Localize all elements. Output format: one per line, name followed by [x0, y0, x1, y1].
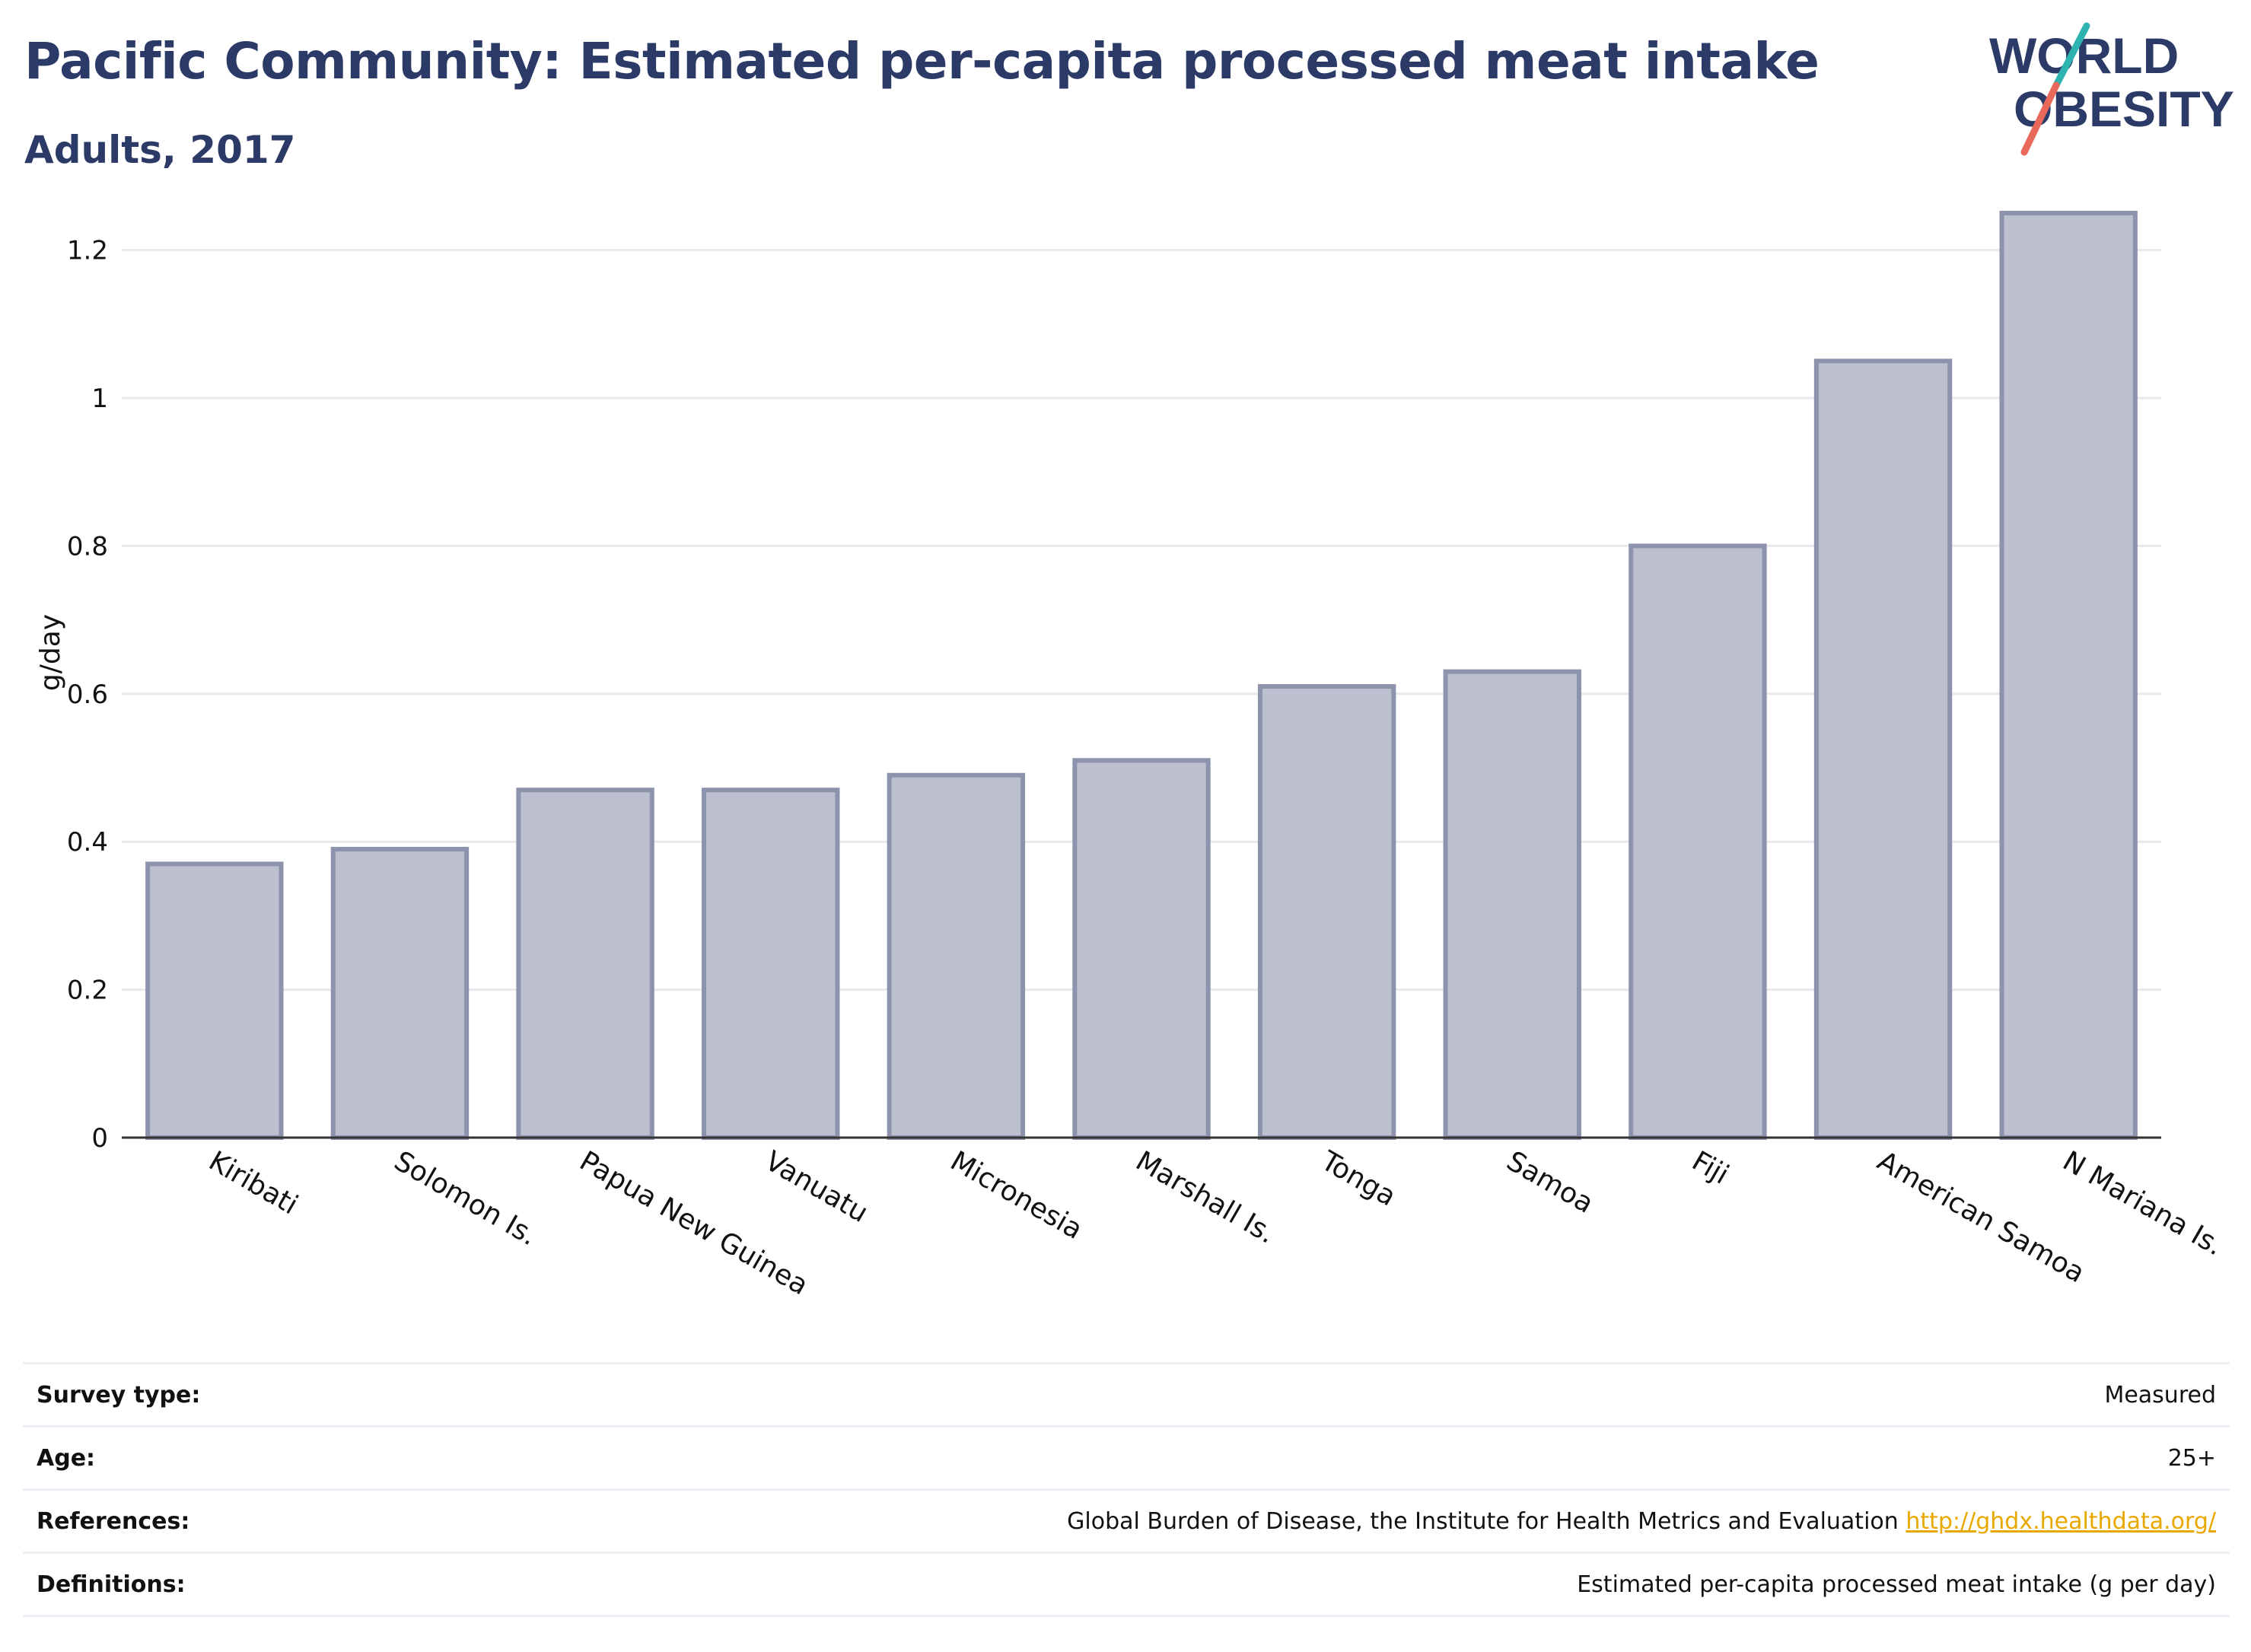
x-tick-label: Micronesia: [945, 1145, 1087, 1246]
details-row: Definitions: Estimated per-capita process…: [23, 1552, 2230, 1617]
reference-link[interactable]: http://ghdx.healthdata.org/: [1906, 1507, 2216, 1535]
details-row: Survey type: Measured: [23, 1362, 2230, 1427]
details-label: Survey type:: [23, 1362, 332, 1427]
bar: [516, 788, 654, 1140]
y-tick-label: 1.2: [67, 236, 108, 266]
details-label: Age:: [23, 1425, 332, 1490]
bar: [1999, 211, 2138, 1140]
details-row: References: Global Burden of Disease, the…: [23, 1488, 2230, 1553]
y-tick-label: 0.4: [67, 827, 108, 858]
details-value-text: Estimated per-capita processed meat inta…: [1577, 1571, 2216, 1598]
x-tick-label: Kiribati: [203, 1145, 303, 1221]
details-value-text: 25+: [2167, 1444, 2216, 1472]
x-tick-label: N Mariana Is.: [2058, 1145, 2228, 1262]
logo-slash-top: [2052, 22, 2090, 89]
bar: [1629, 543, 1767, 1140]
details-value: Measured: [331, 1362, 2230, 1427]
logo-slash-bottom: [2020, 81, 2060, 156]
details-value-text: Global Burden of Disease, the Institute …: [1067, 1507, 1906, 1535]
bar: [1813, 358, 1953, 1140]
y-tick-label: 0: [91, 1123, 108, 1154]
chart-title: Pacific Community: Estimated per-capita …: [24, 32, 1820, 91]
y-axis-label: g/day: [35, 614, 66, 691]
world-obesity-logo: WORLD OBESITY: [1986, 21, 2237, 158]
x-tick-label: Tonga: [1315, 1145, 1401, 1213]
details-value-text: Measured: [2104, 1381, 2216, 1408]
x-axis-ticks: Kiribati Solomon Is. Papua New GuineaVanua…: [203, 1145, 2228, 1302]
bar: [887, 772, 1026, 1140]
bars: [145, 211, 2138, 1141]
bar: [1257, 684, 1396, 1140]
y-tick-label: 0.2: [67, 976, 108, 1006]
details-label: References:: [23, 1488, 332, 1553]
y-tick-label: 0.6: [67, 680, 108, 710]
bar: [702, 788, 840, 1140]
x-tick-label: Samoa: [1501, 1145, 1599, 1220]
x-tick-label: Fiji: [1686, 1145, 1734, 1191]
bar: [145, 861, 284, 1140]
x-tick-label: Marshall Is.: [1131, 1145, 1281, 1249]
details-table: Survey type: Measured Age: 25+ References: Gl…: [23, 1362, 2230, 1617]
bar-chart: 0 0.2 0.4 0.6 0.8 1 1.2 Kiribati Solomon Is. Pap…: [0, 190, 2251, 1332]
details-value: Global Burden of Disease, the Institute …: [331, 1488, 2230, 1553]
y-tick-label: 0.8: [67, 531, 108, 562]
bar: [330, 846, 470, 1140]
y-tick-label: 1: [91, 384, 108, 414]
bar: [1443, 669, 1581, 1140]
details-label: Definitions:: [23, 1552, 332, 1617]
details-value: Estimated per-capita processed meat inta…: [331, 1552, 2230, 1617]
details-row: Age: 25+: [23, 1425, 2230, 1490]
x-tick-label: Solomon Is.: [389, 1145, 543, 1252]
y-axis-ticks: 0 0.2 0.4 0.6 0.8 1 1.2: [67, 236, 108, 1154]
x-tick-label: American Samoa: [1872, 1145, 2090, 1289]
details-value: 25+: [331, 1425, 2230, 1490]
chart-subtitle: Adults, 2017: [24, 128, 296, 172]
bar: [1072, 758, 1211, 1141]
x-tick-label: Vanuatu: [759, 1145, 873, 1229]
